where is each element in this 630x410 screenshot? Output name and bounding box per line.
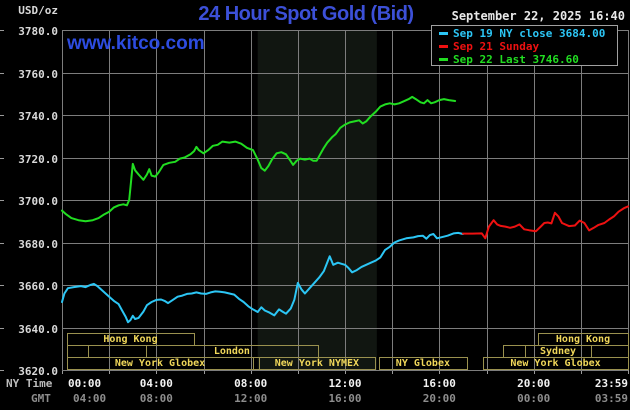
ny-time-axis-label: NY Time	[6, 377, 53, 390]
session-box-new-york-globex	[483, 357, 629, 370]
page-title: 24 Hour Spot Gold (Bid)	[198, 3, 414, 25]
y-tick-label: 3620.0	[18, 365, 58, 378]
session-label: New York Globex	[510, 358, 600, 369]
session-label: Hong Kong	[556, 334, 610, 345]
session-label: Hong Kong	[103, 334, 157, 345]
legend-label: Sep 22 Last 3746.60	[453, 53, 579, 66]
session-box	[503, 345, 526, 358]
x-tick-gmt-label: 04:00	[73, 392, 107, 405]
legend-box: Sep 19 NY close 3684.00 Sep 21 Sunday Sep …	[431, 25, 618, 66]
y-tick-label: 3680.0	[18, 237, 58, 251]
y-tick-label: 3720.0	[18, 152, 58, 166]
y-tick-label: 3640.0	[18, 322, 58, 336]
session-box-ny-globex	[379, 357, 468, 370]
session-label: NY Globex	[396, 358, 450, 369]
y-tick-label: 3700.0	[18, 195, 58, 208]
x-tick-gmt-label: 00:00	[517, 392, 551, 405]
session-label: London	[214, 346, 250, 357]
x-tick-ny-label: 00:00	[68, 377, 102, 390]
x-tick-ny-label: 08:00	[234, 377, 268, 390]
session-box	[67, 345, 89, 358]
x-tick-gmt-label: 03:59	[594, 392, 628, 405]
x-tick-ny-label: 16:00	[422, 377, 456, 390]
y-tick-label: 3780.0	[18, 25, 58, 38]
legend-label: Sep 19 NY close 3684.00	[453, 27, 606, 40]
session-box-new-york-nymex	[259, 357, 376, 370]
legend-item: Sep 22 Last 3746.60	[439, 53, 617, 66]
legend-swatch-dash-icon	[439, 58, 448, 61]
y-tick-label: 3760.0	[18, 67, 58, 81]
session-box	[591, 345, 629, 358]
session-label: New York NYMEX	[275, 358, 359, 369]
series-line-sep-22-last	[61, 95, 457, 223]
session-box	[88, 345, 147, 358]
legend-item: Sep 21 Sunday	[439, 40, 617, 53]
x-tick-gmt-label: 20:00	[422, 392, 456, 405]
x-tick-ny-label: 04:00	[139, 377, 173, 390]
x-tick-ny-label: 23:59	[594, 377, 628, 390]
legend-label: Sep 21 Sunday	[453, 40, 540, 53]
x-tick-gmt-label: 08:00	[139, 392, 173, 405]
legend-item: Sep 19 NY close 3684.00	[439, 27, 617, 40]
legend-swatch-dash-icon	[439, 45, 448, 48]
session-label: Sydney	[540, 346, 576, 357]
kitco-watermark-link[interactable]: www.kitco.com	[67, 33, 205, 54]
session-label: New York Globex	[115, 358, 205, 369]
legend-swatch-dash-icon	[439, 32, 448, 35]
y-tick-label: 3660.0	[18, 280, 58, 293]
unit-label: USD/oz	[18, 4, 58, 17]
x-tick-gmt-label: 12:00	[234, 392, 268, 405]
series-line-sep-19-ny-close	[61, 231, 464, 324]
gmt-axis-label: GMT	[31, 392, 51, 405]
x-tick-ny-label: 20:00	[517, 377, 551, 390]
y-tick-label: 3740.0	[18, 110, 58, 123]
x-tick-gmt-label: 16:00	[328, 392, 362, 405]
series-line-sep-21-sunday	[461, 205, 629, 240]
datetime-label: September 22, 2025 16:40	[451, 9, 625, 23]
x-tick-ny-label: 12:00	[328, 377, 362, 390]
